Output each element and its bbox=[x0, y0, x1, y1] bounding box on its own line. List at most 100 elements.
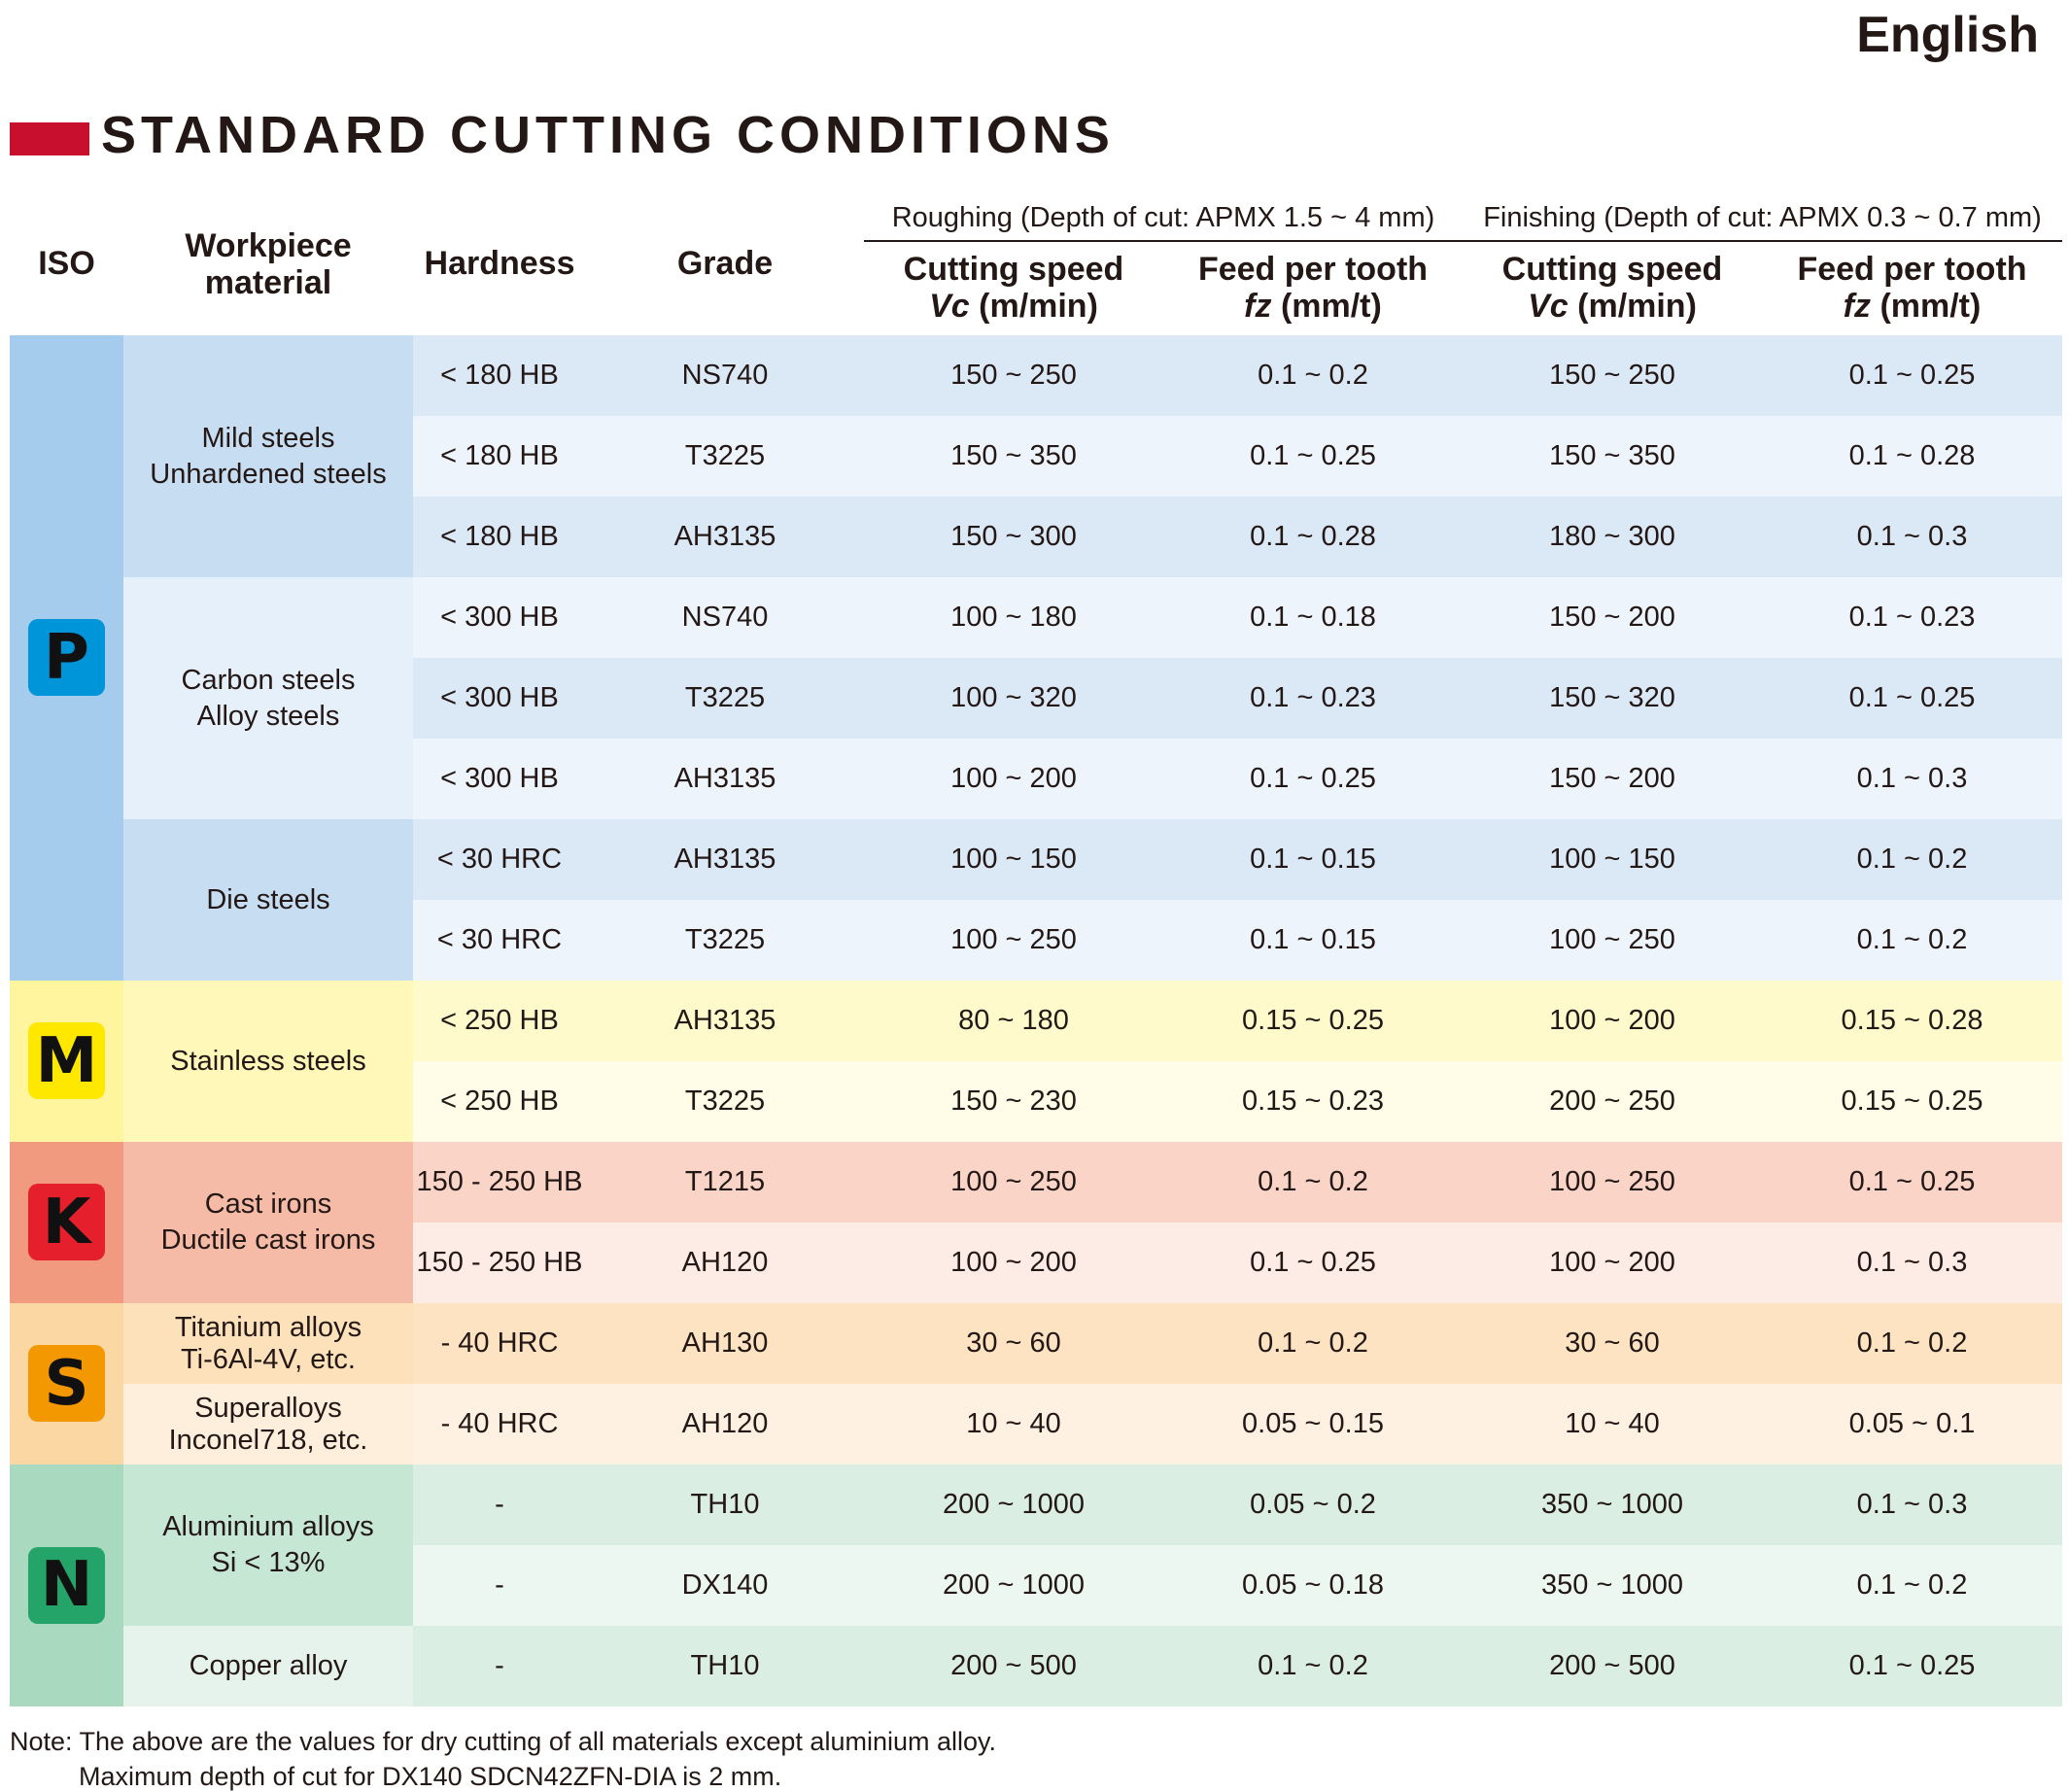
cell-hardness: - 40 HRC bbox=[440, 1408, 559, 1439]
header-group-underline bbox=[864, 240, 2062, 242]
header-hardness: Hardness bbox=[424, 245, 575, 282]
cell-r-fz: 0.1 ~ 0.2 bbox=[1258, 1166, 1368, 1197]
cell-hardness: < 300 HB bbox=[440, 602, 559, 633]
cell-f-vc: 150 ~ 200 bbox=[1549, 763, 1675, 794]
cell-r-vc: 100 ~ 250 bbox=[950, 1166, 1077, 1197]
cell-r-fz: 0.1 ~ 0.18 bbox=[1250, 602, 1376, 633]
cell-hardness: < 180 HB bbox=[440, 360, 559, 391]
cell-r-vc: 200 ~ 1000 bbox=[943, 1569, 1085, 1601]
cell-r-vc: 150 ~ 250 bbox=[950, 360, 1077, 391]
cell-grade: NS740 bbox=[681, 360, 769, 391]
cell-f-vc: 150 ~ 250 bbox=[1549, 360, 1675, 391]
cell-r-fz: 0.1 ~ 0.2 bbox=[1258, 1327, 1368, 1359]
cell-r-vc: 200 ~ 500 bbox=[950, 1650, 1077, 1681]
cell-hardness: < 180 HB bbox=[440, 440, 559, 471]
cell-r-fz: 0.1 ~ 0.25 bbox=[1250, 763, 1376, 794]
cell-r-fz: 0.05 ~ 0.2 bbox=[1250, 1489, 1376, 1520]
cell-r-vc: 80 ~ 180 bbox=[958, 1005, 1069, 1036]
page-title: STANDARD CUTTING CONDITIONS bbox=[101, 106, 1115, 164]
cell-hardness: 150 - 250 HB bbox=[416, 1166, 583, 1197]
table-row bbox=[413, 658, 2062, 739]
cell-f-fz: 0.15 ~ 0.28 bbox=[1841, 1005, 1983, 1036]
cell-f-fz: 0.1 ~ 0.2 bbox=[1856, 1327, 1968, 1359]
table-row bbox=[413, 577, 2062, 658]
workpiece-material: Copper alloy bbox=[123, 1626, 413, 1706]
cell-grade: AH120 bbox=[681, 1247, 769, 1278]
workpiece-material: Superalloys Inconel718, etc. bbox=[123, 1384, 413, 1465]
cell-f-fz: 0.1 ~ 0.3 bbox=[1856, 1489, 1968, 1520]
cell-grade: T3225 bbox=[684, 682, 766, 713]
cell-r-fz: 0.05 ~ 0.15 bbox=[1242, 1408, 1384, 1439]
iso-badge-m: M bbox=[28, 1022, 105, 1099]
cell-f-fz: 0.1 ~ 0.23 bbox=[1848, 602, 1976, 633]
cell-f-fz: 0.05 ~ 0.1 bbox=[1848, 1408, 1976, 1439]
cell-f-vc: 350 ~ 1000 bbox=[1541, 1569, 1683, 1601]
table-row bbox=[413, 497, 2062, 577]
fz-line2: fz (mm/t) bbox=[1844, 288, 1982, 325]
cell-r-fz: 0.15 ~ 0.25 bbox=[1242, 1005, 1384, 1036]
cell-r-fz: 0.1 ~ 0.2 bbox=[1258, 360, 1368, 391]
cell-hardness: < 250 HB bbox=[440, 1086, 559, 1117]
cell-hardness: < 30 HRC bbox=[436, 844, 563, 875]
fz-symbol: fz bbox=[1244, 288, 1272, 325]
cell-r-fz: 0.1 ~ 0.25 bbox=[1250, 440, 1376, 471]
cell-f-vc: 100 ~ 200 bbox=[1549, 1005, 1675, 1036]
workpiece-material: Aluminium alloys Si < 13% bbox=[123, 1465, 413, 1626]
cell-r-vc: 200 ~ 1000 bbox=[943, 1489, 1085, 1520]
table-row bbox=[413, 335, 2062, 416]
cell-f-fz: 0.1 ~ 0.2 bbox=[1856, 1569, 1968, 1601]
cell-grade: T3225 bbox=[684, 924, 766, 955]
table-row bbox=[413, 1061, 2062, 1142]
table-row bbox=[413, 739, 2062, 819]
cell-grade: AH3135 bbox=[673, 763, 776, 794]
cell-r-vc: 30 ~ 60 bbox=[966, 1327, 1061, 1359]
table-row bbox=[413, 819, 2062, 900]
cell-grade: NS740 bbox=[681, 602, 769, 633]
header-roughing-cutting-speed: Cutting speed Vc (m/min) bbox=[864, 251, 1163, 325]
iso-badge-n: N bbox=[28, 1546, 105, 1624]
cell-r-vc: 100 ~ 200 bbox=[950, 763, 1077, 794]
cell-r-vc: 150 ~ 230 bbox=[950, 1086, 1077, 1117]
cell-f-vc: 30 ~ 60 bbox=[1565, 1327, 1660, 1359]
cell-r-vc: 10 ~ 40 bbox=[966, 1408, 1061, 1439]
cell-r-fz: 0.1 ~ 0.15 bbox=[1250, 844, 1376, 875]
cell-hardness: < 300 HB bbox=[440, 682, 559, 713]
header-roughing-feed: Feed per tooth fz (mm/t) bbox=[1163, 251, 1463, 325]
cell-grade: TH10 bbox=[690, 1650, 760, 1681]
cell-r-fz: 0.1 ~ 0.15 bbox=[1250, 924, 1376, 955]
cell-f-vc: 150 ~ 200 bbox=[1549, 602, 1675, 633]
header-iso: ISO bbox=[38, 245, 95, 282]
cell-f-vc: 150 ~ 320 bbox=[1549, 682, 1675, 713]
cell-r-vc: 100 ~ 200 bbox=[950, 1247, 1077, 1278]
cell-hardness: 150 - 250 HB bbox=[416, 1247, 583, 1278]
iso-badge-s: S bbox=[28, 1345, 105, 1422]
cell-f-fz: 0.15 ~ 0.25 bbox=[1841, 1086, 1983, 1117]
cell-r-vc: 100 ~ 320 bbox=[950, 682, 1077, 713]
cell-f-vc: 100 ~ 250 bbox=[1549, 1166, 1675, 1197]
cell-r-fz: 0.15 ~ 0.23 bbox=[1242, 1086, 1384, 1117]
cell-r-vc: 100 ~ 150 bbox=[950, 844, 1077, 875]
cell-r-vc: 150 ~ 300 bbox=[950, 521, 1077, 552]
header-finishing-feed: Feed per tooth fz (mm/t) bbox=[1762, 251, 2062, 325]
title-accent-bar bbox=[10, 122, 89, 155]
cs-line2: Vc (m/min) bbox=[929, 288, 1098, 325]
vc-unit: (m/min) bbox=[969, 288, 1098, 325]
cell-f-vc: 150 ~ 350 bbox=[1549, 440, 1675, 471]
cell-f-fz: 0.1 ~ 0.25 bbox=[1848, 1650, 1976, 1681]
cell-f-fz: 0.1 ~ 0.25 bbox=[1848, 1166, 1976, 1197]
cell-r-vc: 150 ~ 350 bbox=[950, 440, 1077, 471]
cell-r-fz: 0.05 ~ 0.18 bbox=[1242, 1569, 1384, 1601]
cell-grade: T3225 bbox=[684, 440, 766, 471]
table-row bbox=[413, 1223, 2062, 1303]
table-row bbox=[413, 1465, 2062, 1545]
cell-f-fz: 0.1 ~ 0.3 bbox=[1856, 1247, 1968, 1278]
cell-grade: AH120 bbox=[681, 1408, 769, 1439]
cell-f-fz: 0.1 ~ 0.2 bbox=[1856, 844, 1968, 875]
cell-r-fz: 0.1 ~ 0.2 bbox=[1258, 1650, 1368, 1681]
table-row bbox=[413, 1142, 2062, 1223]
workpiece-material: Titanium alloys Ti-6Al-4V, etc. bbox=[123, 1303, 413, 1384]
cell-hardness: - 40 HRC bbox=[440, 1327, 559, 1359]
table-row bbox=[413, 900, 2062, 981]
cell-grade: AH3135 bbox=[673, 521, 776, 552]
header-grade: Grade bbox=[676, 245, 774, 282]
